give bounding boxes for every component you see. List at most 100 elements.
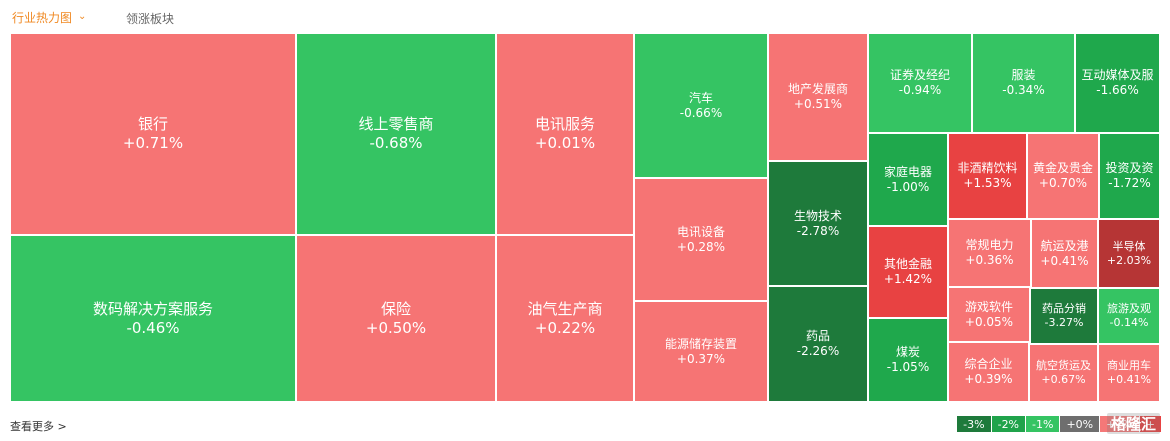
legend-swatch: +: [1139, 416, 1162, 432]
sector-name: 其他金融: [883, 257, 932, 271]
sector-change: -2.26%: [796, 344, 840, 358]
legend-swatch: +0%: [1060, 416, 1101, 432]
sector-name: 生物技术: [793, 208, 842, 223]
sector-change: +0.50%: [365, 318, 427, 337]
tab-leading-sectors[interactable]: 领涨板块: [126, 12, 175, 26]
sector-tile[interactable]: 商业用车 +0.41%: [1098, 344, 1160, 402]
sector-name: 油气生产商: [527, 299, 603, 318]
color-legend: -3% -2% -1% +0% +1% +: [957, 416, 1162, 432]
watermark-logo: 格隆汇: [1106, 413, 1160, 434]
sector-change: -0.66%: [679, 105, 723, 120]
sector-name: 旅游及观: [1107, 302, 1151, 316]
tab-industry-heatmap-label: 行业热力图: [12, 11, 73, 25]
sector-change: +0.41%: [1106, 373, 1152, 386]
sector-name: 保险: [380, 299, 411, 318]
sector-change: -0.46%: [126, 318, 180, 337]
sector-tile[interactable]: 家庭电器 -1.00%: [868, 133, 948, 226]
sector-tile[interactable]: 银行 +0.71%: [10, 33, 296, 235]
sector-change: +1.53%: [963, 176, 1012, 190]
sector-change: +2.03%: [1106, 253, 1152, 267]
sector-tile[interactable]: 旅游及观 -0.14%: [1098, 288, 1160, 344]
sector-tile[interactable]: 非酒精饮料 +1.53%: [948, 133, 1027, 219]
sector-name: 电讯服务: [534, 115, 595, 134]
legend-swatch: -2%: [991, 416, 1027, 432]
sector-change: +0.41%: [1040, 253, 1089, 268]
sector-change: -1.05%: [886, 360, 930, 374]
view-more-link[interactable]: 查看更多 >: [10, 420, 67, 433]
sector-name: 汽车: [688, 90, 713, 105]
sector-change: -0.68%: [369, 134, 423, 152]
sector-name: 数码解决方案服务: [92, 299, 213, 318]
sector-change: +0.39%: [964, 372, 1013, 386]
sector-tile[interactable]: 汽车 -0.66%: [634, 33, 768, 178]
sector-change: -3.27%: [1044, 316, 1084, 329]
sector-tile[interactable]: 线上零售商 -0.68%: [296, 33, 496, 235]
sector-name: 商业用车: [1107, 359, 1151, 373]
sector-tile[interactable]: 航运及港 +0.41%: [1031, 219, 1098, 288]
sector-tile[interactable]: 煤炭 -1.05%: [868, 318, 948, 402]
sector-tile[interactable]: 综合企业 +0.39%: [948, 342, 1029, 402]
sector-name: 家庭电器: [883, 164, 932, 179]
sector-tile[interactable]: 地产发展商 +0.51%: [768, 33, 868, 161]
sector-tile[interactable]: 药品 -2.26%: [768, 286, 868, 402]
sector-name: 互动媒体及服: [1081, 68, 1154, 82]
sector-tile[interactable]: 能源储存装置 +0.37%: [634, 301, 768, 402]
tab-industry-heatmap[interactable]: 行业热力图 ⌄: [12, 9, 86, 26]
sector-tile[interactable]: 保险 +0.50%: [296, 235, 496, 402]
sector-change: +0.70%: [1038, 176, 1088, 190]
sector-tile[interactable]: 常规电力 +0.36%: [948, 219, 1031, 287]
sector-change: +0.22%: [534, 318, 596, 337]
legend-swatch: -1%: [1026, 416, 1061, 432]
sector-change: +0.71%: [122, 134, 184, 152]
sector-change: -0.14%: [1109, 316, 1149, 329]
sector-change: -1.00%: [886, 179, 930, 194]
sector-tile[interactable]: 黄金及贵金 +0.70%: [1027, 133, 1099, 219]
sector-change: +0.67%: [1041, 373, 1086, 386]
sector-name: 银行: [137, 115, 168, 134]
sector-tile[interactable]: 证券及经纪 -0.94%: [868, 33, 972, 133]
sector-name: 航空货运及: [1036, 359, 1091, 373]
chevron-down-icon: ⌄: [78, 11, 87, 22]
sector-tile[interactable]: 游戏软件 +0.05%: [948, 287, 1030, 342]
sector-change: +0.37%: [676, 351, 726, 366]
legend-swatch: +1%: [1100, 416, 1140, 432]
sector-change: +0.36%: [965, 253, 1014, 267]
sector-change: -0.94%: [898, 83, 942, 97]
sector-name: 航运及港: [1040, 238, 1089, 253]
sector-tile[interactable]: 投资及资 -1.72%: [1099, 133, 1160, 219]
sector-change: -1.72%: [1108, 176, 1151, 190]
sector-name: 线上零售商: [358, 115, 434, 134]
sector-name: 药品: [805, 329, 830, 343]
legend-swatch: -3%: [957, 416, 992, 432]
sector-name: 电讯设备: [676, 224, 725, 239]
sector-change: +0.01%: [534, 134, 596, 152]
sector-tile[interactable]: 电讯设备 +0.28%: [634, 178, 768, 301]
sector-tile[interactable]: 油气生产商 +0.22%: [496, 235, 634, 402]
sector-change: -1.66%: [1096, 83, 1139, 97]
top-tab-bar: 行业热力图 ⌄ 领涨板块: [0, 0, 1170, 32]
sector-tile[interactable]: 数码解决方案服务 -0.46%: [10, 235, 296, 402]
sector-tile[interactable]: 半导体 +2.03%: [1098, 219, 1160, 288]
sector-change: +0.05%: [964, 314, 1014, 329]
sector-name: 黄金及贵金: [1032, 161, 1093, 175]
sector-name: 常规电力: [965, 238, 1014, 252]
sector-tile[interactable]: 服装 -0.34%: [972, 33, 1075, 133]
sector-tile[interactable]: 其他金融 +1.42%: [868, 226, 948, 318]
sector-change: -0.34%: [1002, 83, 1045, 97]
sector-change: +0.28%: [676, 239, 726, 254]
sector-tile[interactable]: 生物技术 -2.78%: [768, 161, 868, 286]
sector-change: +1.42%: [883, 272, 933, 286]
sector-name: 半导体: [1112, 239, 1146, 253]
sector-name: 药品分销: [1042, 302, 1086, 316]
sector-name: 证券及经纪: [889, 68, 950, 82]
sector-tile[interactable]: 航空货运及 +0.67%: [1029, 344, 1098, 402]
sector-name: 投资及资: [1105, 161, 1154, 175]
sector-tile[interactable]: 电讯服务 +0.01%: [496, 33, 634, 235]
sector-name: 煤炭: [895, 345, 920, 359]
sector-change: -2.78%: [796, 223, 840, 238]
sector-name: 游戏软件: [964, 299, 1013, 314]
sector-name: 地产发展商: [787, 82, 848, 96]
sector-tile[interactable]: 药品分销 -3.27%: [1030, 288, 1098, 344]
sector-tile[interactable]: 互动媒体及服 -1.66%: [1075, 33, 1160, 133]
